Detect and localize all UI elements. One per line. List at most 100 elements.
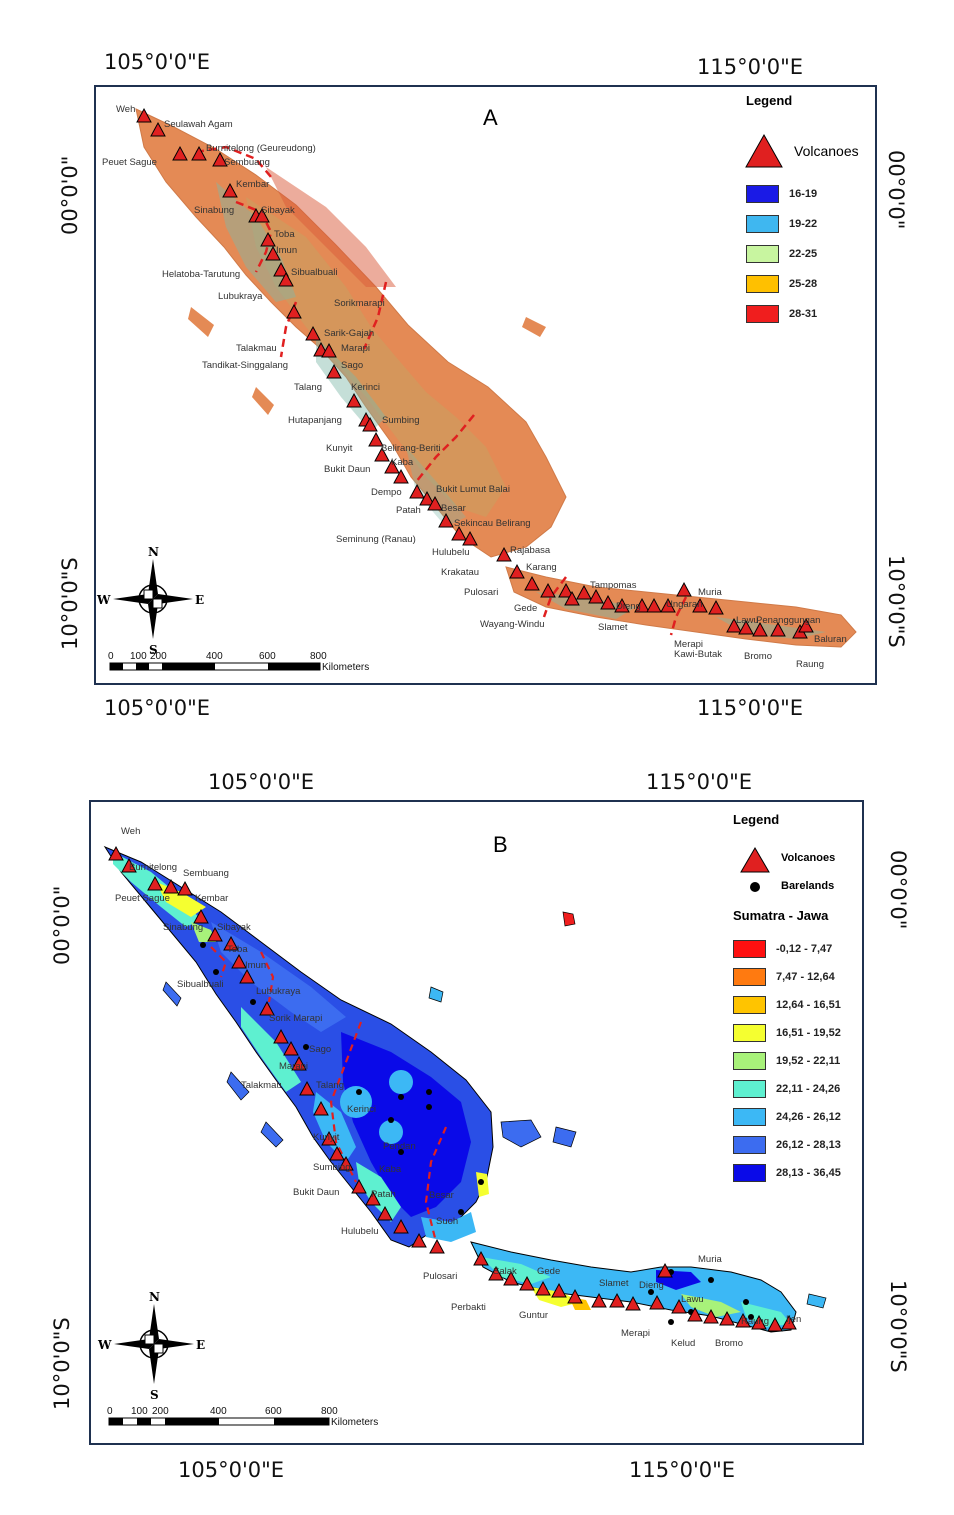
- svg-text:400: 400: [210, 1406, 227, 1417]
- legend-a: Legend Volcanoes 16-19 19-22 22-25 25-28…: [736, 93, 875, 333]
- volcano-label: Merapi: [621, 1328, 650, 1339]
- volcano-label: Seminung (Ranau): [336, 534, 416, 545]
- compass-e: E: [196, 1338, 205, 1352]
- volcano-label: Lubukraya: [218, 291, 263, 302]
- volcano-label: Weh: [116, 104, 135, 115]
- volcano-label: Besar: [429, 1190, 454, 1201]
- panel-b-coord-bottom-left: 105°0'0"E: [178, 1458, 285, 1482]
- panel-b-coord-right-bottom: 10°0'0"S: [886, 1280, 910, 1373]
- volcano-label: Perbakti: [451, 1302, 486, 1313]
- volcano-label: Tampomas: [590, 580, 637, 591]
- svg-text:0: 0: [108, 651, 114, 662]
- panel-b-coord-right-top: 00°0'0": [886, 850, 910, 930]
- svg-text:400: 400: [206, 651, 223, 662]
- volcano-label: Sekincau Belirang: [454, 518, 531, 529]
- legend-b-class-label: 24,26 - 26,12: [776, 1111, 841, 1123]
- north-arrow-b: N S E W: [97, 1290, 205, 1402]
- volcano-label: Sago: [341, 360, 363, 371]
- legend-b-class-label: 19,52 - 22,11: [776, 1055, 841, 1067]
- volcano-label: Bukit Lumut Balai: [436, 484, 510, 495]
- legend-b-class-label: 16,51 - 19,52: [776, 1027, 841, 1039]
- legend-a-swatch: [746, 275, 779, 293]
- volcano-label: Hulubelu: [341, 1226, 379, 1237]
- legend-b-swatch: [733, 1108, 766, 1126]
- volcano-label: Lawu: [681, 1294, 704, 1305]
- volcano-label: Sarik-Gajah: [324, 328, 374, 339]
- volcano-label: Sembuang: [183, 868, 229, 879]
- volcano-label: Talang: [316, 1080, 344, 1091]
- svg-text:800: 800: [321, 1406, 338, 1417]
- compass-n: N: [148, 545, 159, 559]
- volcano-label: Dieng: [616, 601, 641, 612]
- volcano-label: Toba: [227, 944, 248, 955]
- volcano-label: Krakatau: [441, 567, 479, 578]
- volcano-label: Kaba: [379, 1164, 402, 1175]
- volcano-label: Raung: [796, 659, 824, 670]
- volcano-label: Toba: [274, 229, 295, 240]
- legend-b-title: Legend: [733, 812, 780, 827]
- legend-b-swatch: [733, 996, 766, 1014]
- volcano-label: Guntur: [519, 1310, 548, 1321]
- volcano-label: Besar: [441, 503, 466, 514]
- volcano-label: Gede: [514, 603, 537, 614]
- volcano-label: Sibualbuali: [177, 979, 223, 990]
- volcano-label: Hulubelu: [432, 547, 470, 558]
- volcano-label: Karang: [526, 562, 557, 573]
- volcano-label: Imun: [276, 245, 297, 256]
- panel-a-coord-top-left: 105°0'0"E: [104, 50, 211, 74]
- legend-b-class-label: -0,12 - 7,47: [776, 943, 833, 955]
- legend-a-swatch: [746, 215, 779, 233]
- volcano-label: Ungaran: [666, 599, 702, 610]
- panel-a-coord-bottom-left: 105°0'0"E: [104, 696, 211, 720]
- volcano-label: Imun: [245, 960, 266, 971]
- volcano-label: Sembuang: [224, 157, 270, 168]
- scale-bar-a: 0 100 200 400 600 800 Kilometers: [108, 651, 369, 673]
- legend-a-swatch: [746, 245, 779, 263]
- legend-a-title: Legend: [746, 93, 793, 108]
- legend-b-swatch: [733, 1080, 766, 1098]
- volcano-label: Talakmau: [236, 343, 277, 354]
- volcano-label: Peuet Sague: [115, 893, 170, 904]
- volcano-label: Dempo: [371, 487, 402, 498]
- panel-b-coord-top-left: 105°0'0"E: [208, 770, 315, 794]
- legend-b-class-label: 26,12 - 28,13: [776, 1139, 841, 1151]
- volcano-label: Muria: [698, 587, 722, 598]
- compass-n: N: [149, 1290, 160, 1304]
- volcano-label: Kerinci: [351, 382, 380, 393]
- legend-a-class-label: 25-28: [789, 278, 818, 290]
- panel-b-label: B: [493, 832, 508, 857]
- svg-text:600: 600: [259, 651, 276, 662]
- panel-b-coord-left-bottom: 10°0'0"S: [50, 1317, 74, 1410]
- volcano-label: Ijen: [786, 1314, 801, 1325]
- volcano-label: Sago: [309, 1044, 331, 1055]
- volcano-label: Baluran: [814, 634, 847, 645]
- volcano-label: Bromo: [715, 1338, 743, 1349]
- panel-a-coord-left-bottom: 10°0'0"S: [58, 557, 82, 650]
- panel-a-coord-bottom-right: 115°0'0"E: [697, 696, 804, 720]
- java-landmass-a: [505, 566, 857, 648]
- bareland-markers-b: [200, 942, 754, 1325]
- legend-b-swatch: [733, 1024, 766, 1042]
- volcano-labels-b: Weh Burnitelong Sembuang Peuet Sague Kem…: [115, 826, 801, 1349]
- volcano-label: Sorik Marapi: [269, 1013, 322, 1024]
- volcano-label: Peuet Sague: [102, 157, 157, 168]
- volcano-labels-a: Weh Seulawah Agam Burnitelong (Geureudon…: [102, 104, 847, 670]
- volcano-label: Sumbing: [313, 1162, 351, 1173]
- compass-e: E: [195, 593, 204, 607]
- svg-text:200: 200: [150, 651, 167, 662]
- scale-bar-b: 0 100 200 400 600 800 Kilometers: [107, 1406, 378, 1428]
- legend-a-class-label: 22-25: [789, 248, 818, 260]
- volcano-label: Slamet: [599, 1278, 629, 1289]
- legend-b-class-label: 7,47 - 12,64: [776, 971, 835, 983]
- svg-text:0: 0: [107, 1406, 113, 1417]
- legend-b-swatch: [733, 1136, 766, 1154]
- volcano-label: Slamet: [598, 622, 628, 633]
- volcano-label: Bromo: [744, 651, 772, 662]
- volcano-label: Salak: [493, 1266, 517, 1277]
- volcano-label: Sibayak: [261, 205, 295, 216]
- volcano-label: Pulosari: [423, 1271, 457, 1282]
- legend-b-swatch: [733, 968, 766, 986]
- volcano-label: Marapi: [341, 343, 370, 354]
- compass-s: S: [149, 643, 158, 657]
- volcano-label: Burnitelong (Geureudong): [206, 143, 316, 154]
